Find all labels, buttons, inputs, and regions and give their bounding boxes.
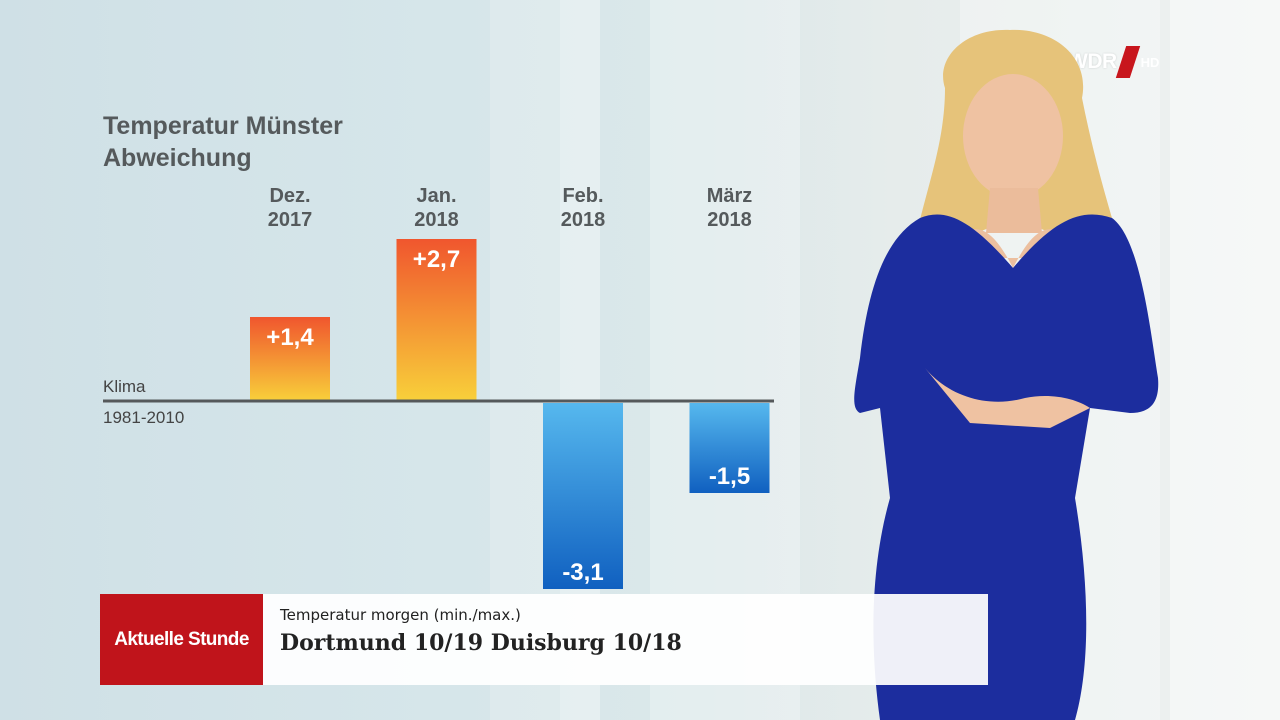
category-month-label-2: Feb. [562,185,603,207]
category-year-label-1: 2018 [414,209,459,231]
lower-third-banner: Aktuelle Stunde Temperatur morgen (min./… [100,594,988,685]
chart-title-line1: Temperatur Münster [103,112,343,140]
show-brand-box: Aktuelle Stunde [100,594,263,685]
forecast-subtitle: Temperatur morgen (min./max.) [280,606,521,624]
chart-title-line2: Abweichung [103,144,252,172]
category-month-label-3: März [707,185,753,207]
category-month-label-1: Jan. [416,185,456,207]
forecast-info-box: Temperatur morgen (min./max.) Dortmund 1… [263,594,988,685]
wdr-logo: WDR HD [1068,46,1159,78]
category-month-label-0: Dez. [269,185,310,207]
bar-value-label-3: -1,5 [709,463,750,490]
hd-badge: HD [1140,54,1160,70]
bar-0 [250,317,330,401]
bar-3 [689,403,770,493]
category-year-label-0: 2017 [268,209,313,231]
presenter-figure [854,29,1159,720]
show-name: Aktuelle Stunde [114,628,249,650]
temperature-deviation-chart: Temperatur Münster Abweichung +1,4Dez.20… [103,112,774,589]
wdr-logo-text: WDR [1068,50,1117,73]
forecast-headline: Dortmund 10/19 Duisburg 10/18 [280,630,682,656]
category-year-label-3: 2018 [707,209,752,231]
category-year-label-2: 2018 [561,209,606,231]
baseline-label-line1: Klima [103,377,146,396]
baseline-label-line2: 1981-2010 [103,408,184,427]
bar-value-label-0: +1,4 [266,324,314,351]
bar-value-label-2: -3,1 [562,559,603,586]
bar-value-label-1: +2,7 [413,246,460,273]
bar-1 [396,239,477,401]
bar-2 [543,403,623,589]
